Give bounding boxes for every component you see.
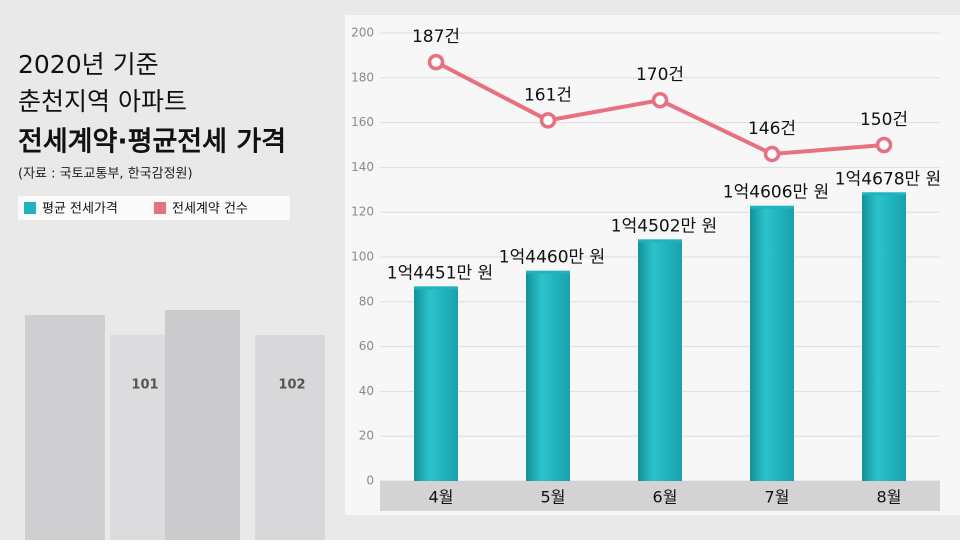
y-tick-label: 80	[359, 294, 374, 308]
point	[539, 112, 557, 129]
x-tick-label: 5월	[541, 488, 566, 507]
bar-annotation: 1억4606만 원	[723, 183, 829, 203]
y-tick-label: 180	[351, 70, 374, 84]
source: (자료 : 국토교통부, 한국감정원)	[18, 167, 193, 182]
title-line: 2020년 기준	[18, 50, 159, 79]
y-tick-label: 100	[351, 250, 374, 264]
y-tick-label: 200	[351, 26, 374, 40]
title-line: 춘천지역 아파트	[18, 87, 187, 116]
bar-annotation: 1억4678만 원	[835, 169, 941, 189]
building	[165, 310, 240, 540]
bar-annotation: 1억4451만 원	[387, 263, 493, 283]
title: 전세계약·평균전세 가격	[18, 127, 286, 158]
point	[651, 91, 669, 109]
bar-top	[638, 239, 682, 243]
bar-top	[526, 270, 570, 274]
y-tick-label: 40	[359, 384, 374, 398]
point	[427, 53, 445, 71]
point	[763, 145, 781, 163]
value-label: 161건	[524, 85, 572, 105]
bar	[638, 241, 682, 481]
bar-top	[414, 286, 458, 290]
bar-top	[750, 205, 794, 209]
building-label: 101	[131, 378, 158, 393]
value-label: 150건	[860, 110, 908, 130]
value-label: 146건	[748, 119, 796, 139]
building-label: 102	[278, 378, 305, 393]
bar	[750, 207, 794, 481]
y-tick-label: 0	[366, 474, 374, 488]
y-tick-label: 20	[359, 429, 374, 443]
value-label: 170건	[636, 65, 684, 85]
category-band	[380, 481, 940, 511]
x-tick-label: 4월	[429, 488, 454, 507]
bar-top	[862, 192, 906, 196]
y-tick-label: 160	[351, 115, 374, 129]
bar	[862, 194, 906, 481]
x-tick-label: 6월	[653, 488, 678, 507]
x-tick-label: 8월	[877, 488, 902, 507]
bar	[526, 272, 570, 481]
building	[25, 315, 105, 540]
legend-label: 평균 전세가격	[42, 202, 118, 217]
bar-annotation: 1억4460만 원	[499, 248, 605, 268]
y-tick-label: 60	[359, 339, 374, 353]
bar-annotation: 1억4502만 원	[611, 216, 717, 236]
y-tick-label: 140	[351, 160, 374, 174]
legend-label: 전세계약 건수	[172, 202, 248, 217]
point	[875, 136, 893, 154]
value-label: 187건	[412, 27, 460, 47]
y-tick-label: 120	[351, 205, 374, 219]
x-tick-label: 7월	[765, 488, 790, 507]
legend-swatch	[154, 202, 166, 214]
buildings: 101 102	[25, 310, 325, 540]
legend-swatch	[24, 202, 36, 214]
bar	[414, 288, 458, 481]
building	[255, 335, 325, 540]
